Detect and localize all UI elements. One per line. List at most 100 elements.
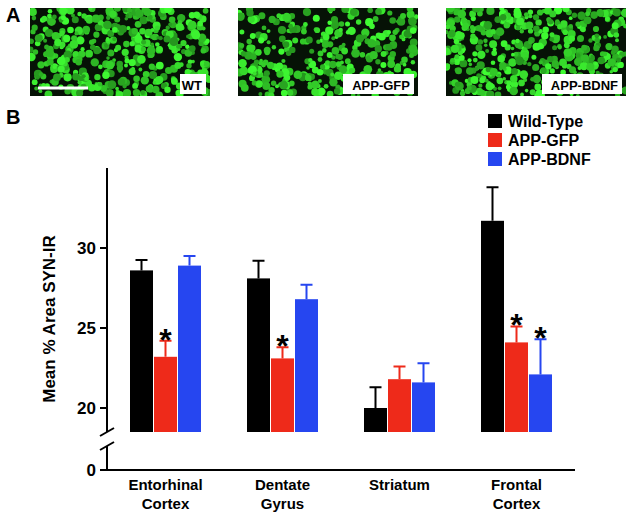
- punctum: [32, 16, 37, 21]
- punctum: [563, 30, 569, 36]
- punctum: [527, 62, 531, 66]
- punctum: [159, 36, 163, 40]
- micrograph: [446, 8, 626, 96]
- punctum: [238, 59, 247, 68]
- punctum: [74, 31, 78, 35]
- punctum: [186, 34, 190, 38]
- punctum: [534, 84, 541, 91]
- error-bar: [370, 387, 382, 408]
- punctum: [564, 42, 570, 48]
- punctum: [129, 59, 136, 66]
- punctum: [518, 80, 525, 87]
- punctum: [613, 9, 621, 17]
- punctum: [39, 89, 43, 93]
- punctum: [370, 51, 378, 59]
- punctum: [540, 67, 546, 73]
- punctum: [176, 23, 184, 31]
- punctum: [345, 21, 350, 26]
- punctum: [524, 57, 528, 61]
- punctum: [139, 28, 145, 34]
- punctum: [249, 45, 255, 51]
- punctum: [192, 31, 201, 40]
- punctum: [108, 80, 117, 89]
- punctum: [141, 40, 146, 45]
- punctum: [581, 54, 589, 62]
- punctum: [339, 28, 343, 32]
- punctum: [94, 74, 100, 80]
- punctum: [284, 75, 290, 81]
- punctum: [259, 61, 264, 66]
- significance-marker: *: [276, 328, 289, 364]
- punctum: [365, 18, 373, 26]
- punctum: [253, 72, 257, 76]
- punctum: [549, 11, 556, 18]
- panel-label: A: [6, 4, 20, 26]
- punctum: [64, 73, 72, 81]
- x-tick-label: Striatum: [369, 476, 430, 493]
- punctum: [491, 29, 496, 34]
- punctum: [124, 63, 128, 67]
- punctum: [81, 47, 85, 51]
- punctum: [141, 76, 149, 84]
- punctum: [47, 14, 52, 19]
- punctum: [59, 8, 67, 15]
- punctum: [356, 94, 360, 96]
- punctum: [486, 8, 494, 15]
- punctum: [586, 63, 594, 71]
- punctum: [143, 8, 151, 16]
- punctum: [455, 67, 462, 74]
- punctum: [467, 86, 472, 91]
- bar: [481, 221, 504, 432]
- punctum: [140, 16, 148, 24]
- punctum: [262, 26, 267, 31]
- punctum: [180, 40, 186, 46]
- punctum: [455, 31, 463, 39]
- punctum: [89, 8, 96, 12]
- punctum: [569, 35, 575, 41]
- punctum: [514, 10, 522, 18]
- punctum: [278, 26, 286, 34]
- legend-swatch: [488, 152, 502, 166]
- punctum: [77, 12, 81, 16]
- punctum: [516, 17, 524, 25]
- bar: [178, 266, 201, 432]
- legend-swatch: [488, 133, 502, 147]
- punctum: [489, 40, 497, 48]
- punctum: [88, 8, 92, 11]
- punctum: [43, 39, 47, 43]
- punctum: [83, 26, 91, 34]
- punctum: [549, 37, 554, 42]
- punctum: [246, 9, 253, 16]
- punctum: [150, 42, 154, 46]
- punctum: [610, 70, 614, 74]
- bar: [271, 358, 294, 432]
- punctum: [483, 39, 487, 43]
- punctum: [484, 21, 493, 30]
- punctum: [240, 67, 249, 76]
- punctum: [572, 13, 577, 18]
- punctum: [533, 14, 539, 20]
- punctum: [454, 54, 459, 59]
- punctum: [485, 79, 489, 83]
- punctum: [34, 87, 38, 91]
- punctum: [557, 44, 562, 49]
- significance-marker: *: [510, 307, 523, 343]
- scale-bar: [38, 87, 88, 90]
- image-label: WT: [182, 78, 202, 93]
- punctum: [106, 56, 110, 60]
- error-bar: [253, 261, 265, 279]
- punctum: [485, 49, 489, 53]
- punctum: [140, 91, 148, 96]
- punctum: [98, 64, 103, 69]
- punctum: [133, 89, 140, 96]
- punctum: [569, 66, 576, 73]
- punctum: [258, 12, 265, 19]
- punctum: [526, 22, 534, 30]
- punctum: [454, 39, 459, 44]
- punctum: [281, 90, 288, 96]
- punctum: [251, 54, 257, 60]
- punctum: [324, 84, 329, 89]
- punctum: [276, 13, 281, 18]
- punctum: [341, 8, 349, 13]
- punctum: [593, 45, 599, 51]
